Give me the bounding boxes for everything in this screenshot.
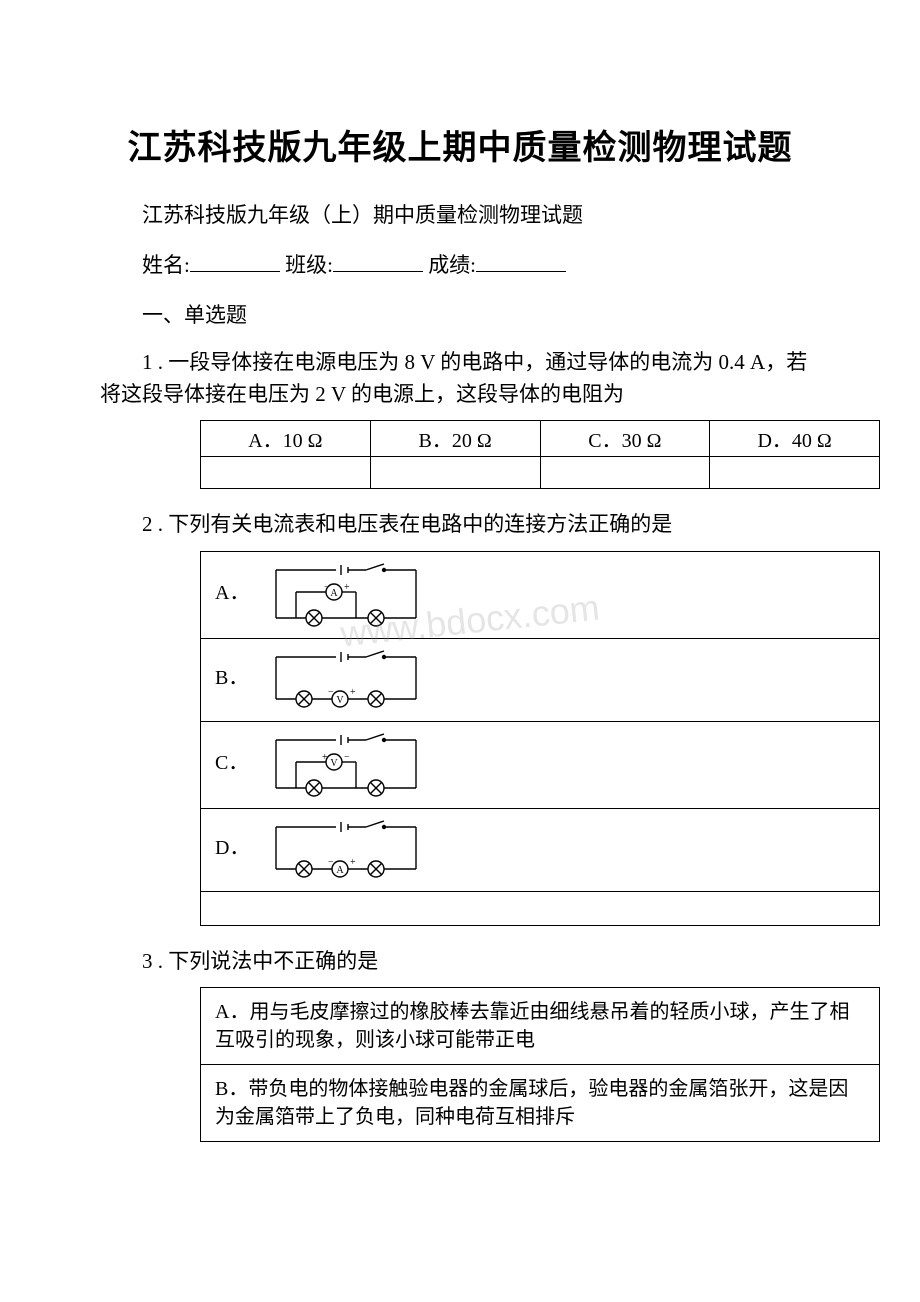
circuit-c-icon: V +− <box>256 730 436 800</box>
svg-text:V: V <box>336 695 344 706</box>
class-label: 班级: <box>285 253 333 277</box>
table-row: D． A − + <box>201 808 880 891</box>
table-row <box>201 891 880 925</box>
svg-text:+: + <box>350 857 356 868</box>
circuit-b-icon: V − + <box>256 647 436 713</box>
option-d[interactable]: D．40 Ω <box>710 421 880 457</box>
svg-text:A: A <box>336 865 344 876</box>
svg-text:−: − <box>324 582 330 593</box>
option-c-label: C． <box>215 746 245 775</box>
name-blank[interactable] <box>190 252 280 272</box>
svg-text:+: + <box>350 687 356 698</box>
option-c-cell[interactable]: C． V +− <box>201 721 880 808</box>
student-info-line: 姓名: 班级: 成绩: <box>100 249 820 279</box>
svg-text:−: − <box>328 857 334 868</box>
question-2-text: 2 . 下列有关电流表和电压表在电路中的连接方法正确的是 <box>100 509 820 541</box>
table-row: B．带负电的物体接触验电器的金属球后，验电器的金属箔张开，这是因为金属箔带上了负… <box>201 1065 880 1142</box>
table-row: C． V +− <box>201 721 880 808</box>
circuit-d-icon: A − + <box>256 817 436 883</box>
sub-title: 江苏科技版九年级（上）期中质量检测物理试题 <box>100 199 820 229</box>
option-b-cell[interactable]: B． V − + <box>201 638 880 721</box>
option-c[interactable]: C．30 Ω <box>540 421 710 457</box>
option-b-cell[interactable]: B．带负电的物体接触验电器的金属球后，验电器的金属箔张开，这是因为金属箔带上了负… <box>201 1065 880 1142</box>
class-blank[interactable] <box>333 252 423 272</box>
option-d-cell[interactable]: D． A − + <box>201 808 880 891</box>
table-row <box>201 457 880 489</box>
score-label: 成绩: <box>428 253 476 277</box>
option-a[interactable]: A．10 Ω <box>201 421 371 457</box>
score-blank[interactable] <box>476 252 566 272</box>
table-row: A．用与毛皮摩擦过的橡胶棒去靠近由细线悬吊着的轻质小球，产生了相互吸引的现象，则… <box>201 988 880 1065</box>
svg-text:A: A <box>330 588 338 599</box>
question-1-options-table: A．10 Ω B．20 Ω C．30 Ω D．40 Ω <box>200 420 880 489</box>
svg-text:V: V <box>330 758 338 769</box>
empty-cell <box>710 457 880 489</box>
name-label: 姓名: <box>142 253 190 277</box>
page-title: 江苏科技版九年级上期中质量检测物理试题 <box>100 120 820 169</box>
svg-text:+: + <box>322 752 328 763</box>
question-3-text: 3 . 下列说法中不正确的是 <box>100 946 820 978</box>
option-a-label: A． <box>215 576 245 605</box>
question-3-options-table: A．用与毛皮摩擦过的橡胶棒去靠近由细线悬吊着的轻质小球，产生了相互吸引的现象，则… <box>200 987 880 1142</box>
svg-text:−: − <box>328 687 334 698</box>
table-row: A．10 Ω B．20 Ω C．30 Ω D．40 Ω <box>201 421 880 457</box>
option-b[interactable]: B．20 Ω <box>370 421 540 457</box>
option-a-cell[interactable]: A．用与毛皮摩擦过的橡胶棒去靠近由细线悬吊着的轻质小球，产生了相互吸引的现象，则… <box>201 988 880 1065</box>
empty-cell <box>201 891 880 925</box>
option-b-label: B． <box>215 661 245 690</box>
section-heading: 一、单选题 <box>100 299 820 329</box>
empty-cell <box>540 457 710 489</box>
option-d-label: D． <box>215 831 245 860</box>
question-1-text: 1 . 一段导体接在电源电压为 8 V 的电路中，通过导体的电流为 0.4 A，… <box>100 347 820 410</box>
empty-cell <box>201 457 371 489</box>
empty-cell <box>370 457 540 489</box>
table-row: B． V − + <box>201 638 880 721</box>
